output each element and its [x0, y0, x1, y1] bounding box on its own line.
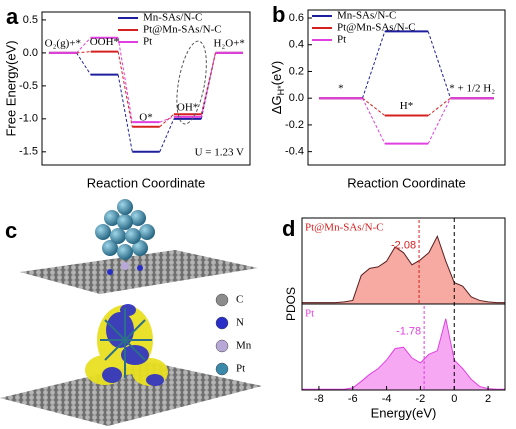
y-axis-label: Free Energy(eV) — [3, 40, 18, 136]
connector — [427, 97, 451, 144]
x-tick-label: 2 — [485, 393, 491, 405]
legend-label: Mn-SAs/N-C — [337, 10, 396, 22]
x-tick-label: -2 — [416, 393, 426, 405]
connector — [159, 113, 175, 128]
legend-label: Pt — [337, 34, 346, 46]
y-tick-label: -1.5 — [19, 146, 38, 158]
connector — [117, 74, 133, 152]
legend-label: N — [236, 317, 244, 329]
category-label: OOH* — [90, 36, 119, 48]
connector — [117, 37, 133, 123]
x-tick-label: -4 — [382, 393, 392, 405]
y-axis-label-part: H* — [276, 85, 286, 95]
series-label: Pt@Mn-SAs/N-C — [305, 222, 384, 234]
y-tick-label: 0.6 — [289, 12, 304, 24]
category-label: * — [338, 83, 344, 95]
annotation: U = 1.23 V — [195, 147, 244, 159]
y-tick-label: -1.0 — [19, 113, 38, 125]
legend-label: Mn-SAs/N-C — [143, 12, 202, 24]
panel-letter: a — [6, 4, 19, 29]
y-axis-label-part: ΔG — [269, 95, 284, 114]
plot-frame — [307, 9, 506, 166]
y-axis-label: ΔGH*(eV) — [269, 61, 286, 114]
legend-label: Pt — [143, 36, 152, 48]
y-tick-label: 0.5 — [23, 14, 38, 26]
y-tick-label: 0.0 — [23, 47, 38, 59]
x-axis-label: Reaction Coordinate — [347, 175, 466, 190]
pdos-line — [302, 318, 505, 390]
connector — [362, 97, 386, 116]
plot-frame — [41, 11, 251, 166]
x-axis-label: Reaction Coordinate — [87, 175, 206, 190]
d-band-center-label: -1.78 — [396, 325, 421, 337]
y-axis-label: PDOS — [284, 287, 298, 321]
connector — [159, 118, 175, 153]
legend-label: Pt — [236, 363, 245, 375]
connector — [427, 97, 451, 116]
y-tick-label: 0.2 — [289, 65, 304, 77]
category-label: * + 1/2 H₂ — [449, 83, 495, 95]
connector — [362, 31, 386, 99]
x-tick-label: 0 — [451, 393, 457, 405]
connector — [159, 116, 175, 123]
y-tick-label: 0.4 — [289, 39, 304, 51]
series-label: Pt — [305, 308, 314, 320]
legend-label: Mn — [236, 340, 252, 352]
x-axis-label: Energy(eV) — [371, 405, 437, 420]
panel-letter: c — [5, 218, 17, 243]
panel-letter: d — [282, 216, 295, 241]
y-tick-label: 0.0 — [289, 92, 304, 104]
panel-letter: b — [272, 2, 285, 27]
highlight-ellipse — [176, 40, 207, 125]
connector — [200, 52, 216, 117]
category-label: O* — [139, 111, 152, 123]
category-label: O₂(g)+* — [45, 37, 81, 49]
legend-atom — [215, 316, 229, 330]
legend-atom — [215, 362, 229, 376]
x-tick-label: -8 — [314, 393, 324, 405]
connector — [76, 51, 91, 54]
y-axis-label-part: (eV) — [269, 61, 284, 86]
d-band-center-label: -2.08 — [391, 239, 416, 251]
category-label: H₂O+* — [213, 37, 244, 49]
subplot-frame — [301, 303, 506, 391]
x-tick-label: -6 — [348, 393, 358, 405]
category-label: OH* — [177, 101, 198, 113]
y-tick-label: -0.5 — [19, 80, 38, 92]
connector — [117, 51, 133, 127]
area-fill — [302, 236, 505, 304]
y-tick-label: -0.4 — [285, 146, 304, 158]
structure-drawing — [0, 199, 262, 426]
connector — [76, 37, 92, 54]
category-label: H* — [400, 100, 413, 112]
legend-label: Pt@Mn-SAs/N-C — [143, 24, 222, 36]
pdos-line — [302, 234, 505, 304]
connector — [76, 52, 92, 75]
connector — [427, 31, 451, 99]
legend-atom — [215, 293, 229, 307]
legend-label: C — [236, 294, 243, 306]
connector — [362, 97, 386, 144]
y-tick-label: -0.2 — [285, 119, 304, 131]
legend-label: Pt@Mn-SAs/N-C — [337, 22, 416, 34]
legend-atom — [215, 339, 229, 353]
